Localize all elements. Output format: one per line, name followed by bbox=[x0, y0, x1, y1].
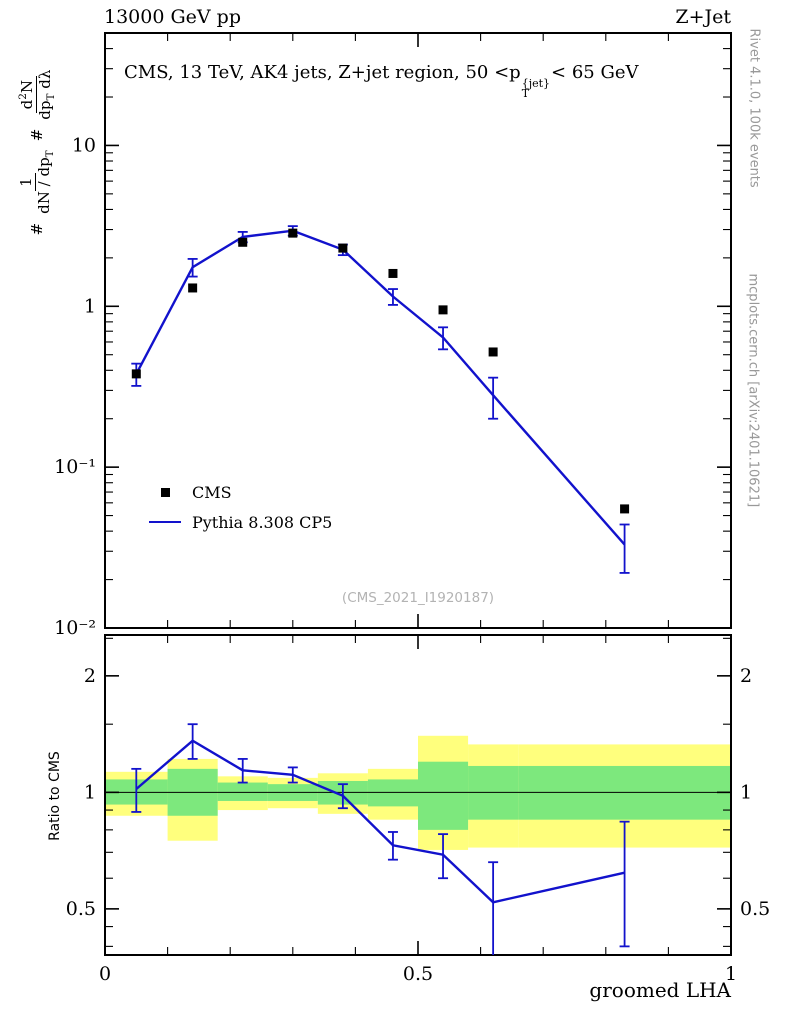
black-square-icon bbox=[160, 487, 170, 497]
cms-data-point bbox=[438, 305, 448, 315]
tick-label: 0.5 bbox=[740, 898, 770, 920]
cms-data-point bbox=[188, 283, 198, 293]
ratio-axis-label: Ratio to CMS bbox=[47, 751, 63, 841]
ylabel-frac2-den-a: dp bbox=[36, 100, 55, 120]
tick-label: 10⁻² bbox=[54, 617, 96, 639]
collision-energy-label: 13000 GeV pp bbox=[104, 6, 241, 28]
ylabel-frac2-num-a: d bbox=[17, 99, 36, 110]
tick-label: 0.5 bbox=[403, 963, 433, 985]
x-axis-label: groomed LHA bbox=[589, 978, 731, 1002]
legend: CMS Pythia 8.308 CP5 bbox=[148, 477, 332, 537]
process-label: Z+Jet bbox=[675, 6, 731, 28]
tick-label: 1 bbox=[84, 781, 96, 803]
tick-label: 1 bbox=[740, 781, 752, 803]
tick-label: 2 bbox=[84, 665, 96, 687]
ylabel-frac2-den: dpT dλ bbox=[36, 68, 58, 122]
ylabel-hash1: # bbox=[28, 222, 46, 236]
ylabel-frac1-num: 1 bbox=[17, 173, 37, 191]
cms-data-point bbox=[620, 504, 630, 514]
cms-data-point bbox=[488, 347, 498, 357]
ratio-band-inner bbox=[418, 761, 469, 830]
cms-data-point bbox=[338, 243, 348, 253]
pythia-line-icon bbox=[148, 521, 182, 523]
ratio-band-inner bbox=[367, 779, 418, 807]
tick-label: 10 bbox=[72, 134, 96, 156]
ylabel-hash2: # bbox=[28, 128, 46, 142]
cms-data-point bbox=[131, 369, 141, 379]
ylabel-frac2-den-b: dλ bbox=[36, 69, 55, 94]
rivet-version-label: Rivet 4.1.0, 100k events bbox=[746, 28, 762, 188]
tick-label: 1 bbox=[84, 295, 96, 317]
legend-label-pythia: Pythia 8.308 CP5 bbox=[192, 512, 333, 532]
tick-label: 1 bbox=[725, 963, 737, 985]
title-text-b: < 65 GeV bbox=[551, 62, 639, 83]
title-pt-sup: {jet} bbox=[521, 77, 551, 90]
cms-data-point bbox=[238, 237, 248, 247]
cms-marker-icon bbox=[148, 487, 182, 497]
title-pt-sub: T bbox=[521, 87, 530, 101]
legend-label-cms: CMS bbox=[192, 482, 232, 502]
main-y-axis-label: # 1 dN / dpT # d2N dpT dλ bbox=[15, 25, 59, 275]
ylabel-frac1: 1 dN / dpT bbox=[17, 148, 57, 216]
legend-item-cms: CMS bbox=[148, 477, 332, 507]
tick-label: 10⁻¹ bbox=[54, 456, 96, 478]
legend-item-pythia: Pythia 8.308 CP5 bbox=[148, 507, 332, 537]
ylabel-frac2-num-b: N bbox=[17, 79, 36, 94]
ylabel-frac1-den-sub: T bbox=[44, 150, 57, 158]
ratio-band-inner bbox=[217, 782, 268, 801]
ylabel-frac2-num-sup: 2 bbox=[16, 93, 29, 100]
cms-data-point bbox=[388, 268, 398, 278]
blue-line-icon bbox=[149, 521, 181, 523]
title-text-a: CMS, 13 TeV, AK4 jets, Z+jet region, 50 … bbox=[124, 62, 521, 83]
plot-title: CMS, 13 TeV, AK4 jets, Z+jet region, 50 … bbox=[124, 62, 639, 100]
main-panel-frame bbox=[104, 32, 732, 629]
ylabel-frac2: d2N dpT dλ bbox=[16, 68, 58, 122]
ylabel-frac2-num: d2N bbox=[16, 75, 38, 114]
tick-label: 2 bbox=[740, 665, 752, 687]
tick-label: 0 bbox=[99, 963, 111, 985]
ylabel-frac1-den: dN / dpT bbox=[35, 148, 57, 216]
analysis-id-watermark: (CMS_2021_I1920187) bbox=[341, 590, 495, 606]
title-pt-stack: {jet} T bbox=[521, 77, 551, 101]
mcplots-credit-label: mcplots.cern.ch [arXiv:2401.10621] bbox=[745, 273, 761, 508]
ylabel-frac2-den-sub: T bbox=[45, 93, 58, 101]
tick-label: 0.5 bbox=[66, 898, 96, 920]
ylabel-frac1-den-text: dN / dp bbox=[35, 157, 54, 214]
cms-data-point bbox=[288, 228, 298, 238]
